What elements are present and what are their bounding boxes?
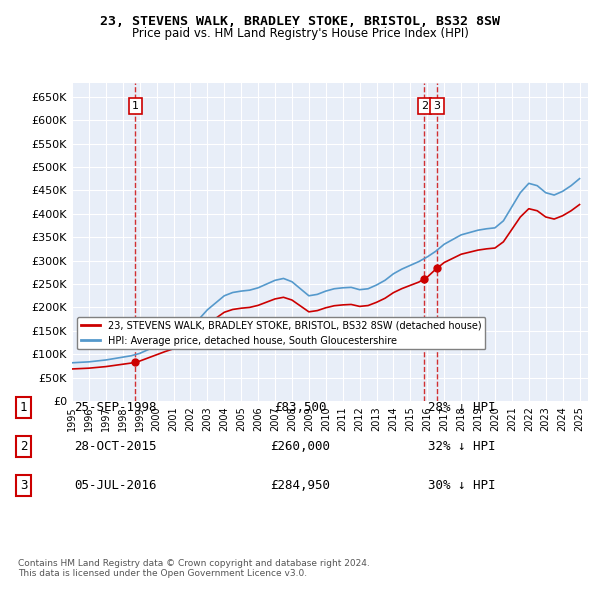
- Text: 30% ↓ HPI: 30% ↓ HPI: [428, 479, 495, 492]
- Text: Contains HM Land Registry data © Crown copyright and database right 2024.
This d: Contains HM Land Registry data © Crown c…: [18, 559, 370, 578]
- Text: £260,000: £260,000: [270, 440, 330, 453]
- Text: 3: 3: [434, 101, 440, 111]
- Text: £83,500: £83,500: [274, 401, 326, 414]
- Text: 3: 3: [20, 479, 27, 492]
- Text: 28% ↓ HPI: 28% ↓ HPI: [428, 401, 495, 414]
- Text: 1: 1: [132, 101, 139, 111]
- Legend: 23, STEVENS WALK, BRADLEY STOKE, BRISTOL, BS32 8SW (detached house), HPI: Averag: 23, STEVENS WALK, BRADLEY STOKE, BRISTOL…: [77, 317, 485, 349]
- Text: 25-SEP-1998: 25-SEP-1998: [74, 401, 157, 414]
- Text: Price paid vs. HM Land Registry's House Price Index (HPI): Price paid vs. HM Land Registry's House …: [131, 27, 469, 40]
- Text: 05-JUL-2016: 05-JUL-2016: [74, 479, 157, 492]
- Text: 2: 2: [421, 101, 428, 111]
- Text: 28-OCT-2015: 28-OCT-2015: [74, 440, 157, 453]
- Text: 32% ↓ HPI: 32% ↓ HPI: [428, 440, 495, 453]
- Text: £284,950: £284,950: [270, 479, 330, 492]
- Text: 2: 2: [20, 440, 27, 453]
- Text: 1: 1: [20, 401, 27, 414]
- Text: 23, STEVENS WALK, BRADLEY STOKE, BRISTOL, BS32 8SW: 23, STEVENS WALK, BRADLEY STOKE, BRISTOL…: [100, 15, 500, 28]
